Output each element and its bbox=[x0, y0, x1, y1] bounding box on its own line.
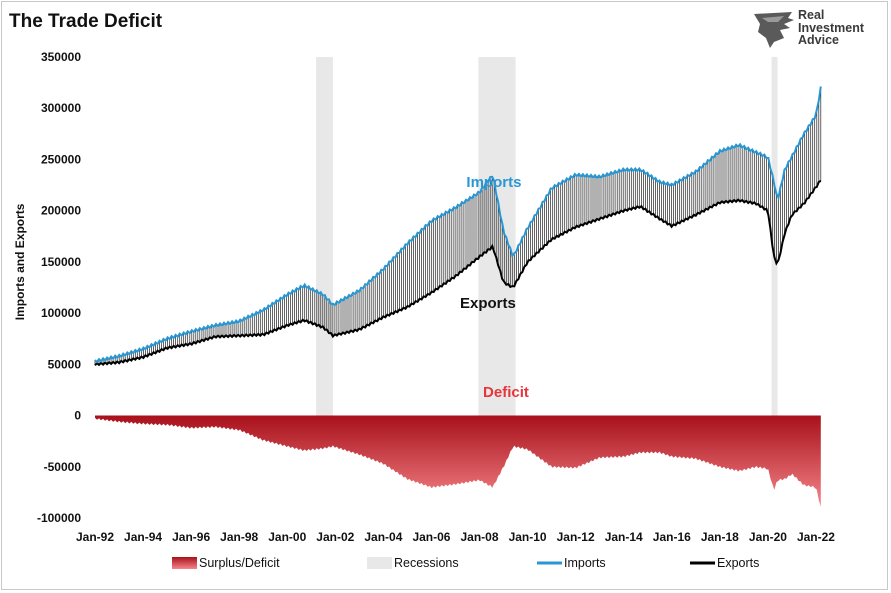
legend-label: Imports bbox=[564, 556, 606, 570]
logo-line-1: Real bbox=[798, 8, 825, 22]
x-tick-label: Jan-18 bbox=[701, 530, 739, 544]
legend-label: Exports bbox=[717, 556, 759, 570]
x-tick-label: Jan-22 bbox=[797, 530, 835, 544]
deficit-area-layer bbox=[95, 415, 821, 507]
imports-line bbox=[94, 86, 822, 364]
logo-line-3: Advice bbox=[798, 33, 839, 47]
imports-exports-band bbox=[94, 86, 822, 366]
x-tick-label: Jan-04 bbox=[364, 530, 402, 544]
legend: Surplus/Deficit Recessions Imports Exports bbox=[172, 556, 759, 570]
y-tick-label: 0 bbox=[74, 409, 81, 423]
exports-line bbox=[94, 180, 822, 367]
chart-title: The Trade Deficit bbox=[9, 11, 163, 32]
logo-line-2: Investment bbox=[798, 20, 864, 35]
legend-item-recessions: Recessions bbox=[367, 556, 459, 570]
y-tick-label: 50000 bbox=[48, 357, 82, 371]
x-tick-label: Jan-00 bbox=[268, 530, 306, 544]
annotation-deficit: Deficit bbox=[483, 384, 529, 401]
y-tick-label: 300000 bbox=[41, 101, 81, 115]
logo-wordmark: Real Investment Advice bbox=[798, 9, 864, 47]
legend-item-exports: Exports bbox=[690, 556, 759, 570]
x-tick-label: Jan-92 bbox=[76, 530, 114, 544]
axes: -100000 -50000 0 50000 100000 150000 200000 250… bbox=[13, 50, 835, 544]
annotation-imports: Imports bbox=[466, 174, 521, 191]
annotations: Imports Exports Deficit bbox=[460, 174, 529, 401]
y-tick-label: 200000 bbox=[41, 204, 81, 218]
annotation-exports: Exports bbox=[460, 295, 516, 312]
x-tick-label: Jan-08 bbox=[461, 530, 499, 544]
x-tick-label: Jan-20 bbox=[749, 530, 787, 544]
x-tick-label: Jan-16 bbox=[653, 530, 691, 544]
series-lines bbox=[94, 86, 822, 367]
y-tick-label: -100000 bbox=[37, 511, 81, 525]
x-tick-label: Jan-06 bbox=[412, 530, 450, 544]
y-axis-label: Imports and Exports bbox=[13, 203, 27, 320]
recession-band-0 bbox=[316, 57, 333, 418]
x-tick-label: Jan-02 bbox=[316, 530, 354, 544]
y-tick-label: 250000 bbox=[41, 152, 81, 166]
eagle-logo-icon bbox=[754, 12, 794, 48]
imports-exports-hatch bbox=[94, 86, 822, 366]
deficit-area bbox=[95, 415, 821, 507]
recession-band-1 bbox=[478, 57, 516, 418]
legend-swatch-deficit bbox=[172, 557, 197, 569]
legend-swatch-recessions bbox=[367, 557, 392, 569]
x-tick-label: Jan-94 bbox=[124, 530, 162, 544]
legend-label: Recessions bbox=[394, 556, 459, 570]
x-tick-label: Jan-96 bbox=[172, 530, 210, 544]
y-tick-label: -50000 bbox=[44, 460, 82, 474]
legend-item-imports: Imports bbox=[537, 556, 606, 570]
x-tick-label: Jan-14 bbox=[605, 530, 643, 544]
y-tick-label: 350000 bbox=[41, 50, 81, 64]
legend-item-surplus-deficit: Surplus/Deficit bbox=[172, 556, 280, 570]
y-tick-label: 150000 bbox=[41, 255, 81, 269]
x-tick-label: Jan-98 bbox=[220, 530, 258, 544]
legend-label: Surplus/Deficit bbox=[199, 556, 280, 570]
x-tick-label: Jan-12 bbox=[557, 530, 595, 544]
x-tick-label: Jan-10 bbox=[509, 530, 547, 544]
y-tick-label: 100000 bbox=[41, 306, 81, 320]
